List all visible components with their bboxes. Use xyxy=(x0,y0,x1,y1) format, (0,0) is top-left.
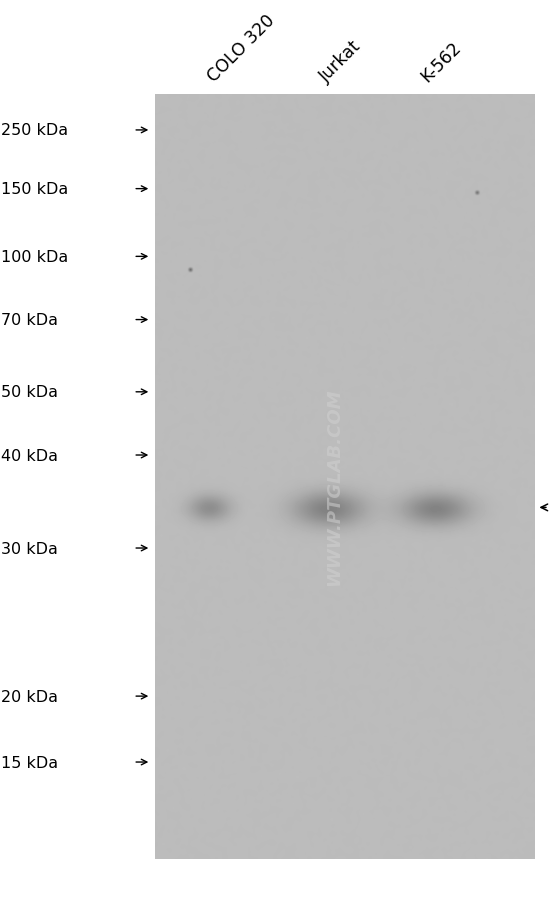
Text: 20 kDa: 20 kDa xyxy=(1,689,58,704)
Text: 70 kDa: 70 kDa xyxy=(1,313,58,327)
Text: K-562: K-562 xyxy=(417,39,465,86)
Text: 50 kDa: 50 kDa xyxy=(1,385,58,400)
Text: 40 kDa: 40 kDa xyxy=(1,448,58,463)
Text: 30 kDa: 30 kDa xyxy=(1,541,58,556)
Text: 150 kDa: 150 kDa xyxy=(1,182,68,197)
Text: COLO 320: COLO 320 xyxy=(204,12,279,86)
Text: 250 kDa: 250 kDa xyxy=(1,124,68,138)
Text: 100 kDa: 100 kDa xyxy=(1,250,68,264)
Text: WWW.PTGLAB.COM: WWW.PTGLAB.COM xyxy=(325,389,343,585)
Text: Jurkat: Jurkat xyxy=(316,37,365,86)
Text: 15 kDa: 15 kDa xyxy=(1,755,58,769)
